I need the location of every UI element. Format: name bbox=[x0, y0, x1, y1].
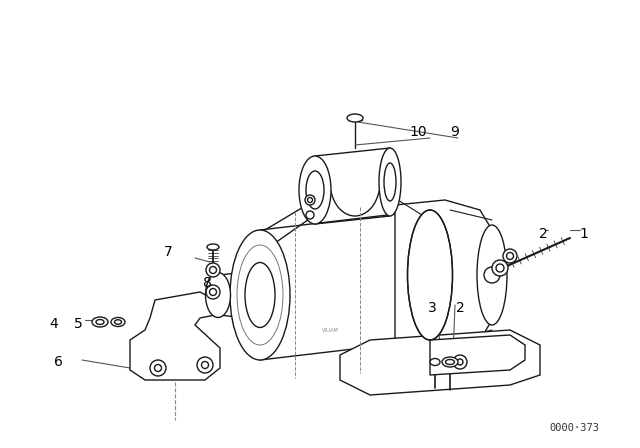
Text: 5: 5 bbox=[74, 317, 83, 331]
Circle shape bbox=[453, 355, 467, 369]
Ellipse shape bbox=[384, 163, 396, 201]
Ellipse shape bbox=[111, 318, 125, 327]
Text: 8: 8 bbox=[203, 276, 211, 290]
Ellipse shape bbox=[445, 359, 454, 365]
Circle shape bbox=[197, 357, 213, 373]
Text: 9: 9 bbox=[451, 125, 460, 139]
Ellipse shape bbox=[506, 253, 513, 259]
Text: 0000·373: 0000·373 bbox=[549, 423, 599, 433]
Ellipse shape bbox=[408, 210, 452, 340]
Ellipse shape bbox=[379, 148, 401, 216]
Polygon shape bbox=[395, 200, 495, 350]
Ellipse shape bbox=[207, 244, 219, 250]
Ellipse shape bbox=[92, 317, 108, 327]
Polygon shape bbox=[430, 335, 525, 375]
Ellipse shape bbox=[306, 171, 324, 209]
Ellipse shape bbox=[115, 320, 122, 324]
Text: 4: 4 bbox=[50, 317, 58, 331]
Ellipse shape bbox=[305, 195, 315, 205]
Ellipse shape bbox=[492, 260, 508, 276]
Ellipse shape bbox=[206, 263, 220, 277]
Polygon shape bbox=[340, 330, 540, 395]
Text: 2: 2 bbox=[539, 227, 547, 241]
Circle shape bbox=[484, 267, 500, 283]
Ellipse shape bbox=[96, 319, 104, 324]
Ellipse shape bbox=[347, 114, 363, 122]
Ellipse shape bbox=[496, 264, 504, 272]
Circle shape bbox=[154, 365, 161, 371]
Ellipse shape bbox=[307, 198, 312, 202]
Ellipse shape bbox=[245, 263, 275, 327]
Ellipse shape bbox=[306, 211, 314, 219]
Ellipse shape bbox=[209, 267, 216, 273]
Ellipse shape bbox=[205, 272, 230, 318]
Circle shape bbox=[457, 359, 463, 365]
Text: 1: 1 bbox=[580, 227, 588, 241]
Ellipse shape bbox=[430, 358, 440, 366]
Ellipse shape bbox=[230, 230, 290, 360]
Text: VILIAM: VILIAM bbox=[322, 327, 339, 332]
Circle shape bbox=[202, 362, 209, 369]
Ellipse shape bbox=[477, 225, 507, 325]
Text: 2: 2 bbox=[456, 301, 465, 315]
Text: 3: 3 bbox=[428, 301, 436, 315]
Ellipse shape bbox=[299, 156, 331, 224]
Text: 7: 7 bbox=[164, 245, 172, 259]
Ellipse shape bbox=[442, 357, 458, 367]
Text: 10: 10 bbox=[409, 125, 427, 139]
Text: 6: 6 bbox=[54, 355, 63, 369]
Ellipse shape bbox=[206, 285, 220, 299]
Ellipse shape bbox=[209, 289, 216, 296]
Polygon shape bbox=[130, 292, 220, 380]
Circle shape bbox=[150, 360, 166, 376]
Ellipse shape bbox=[503, 249, 517, 263]
